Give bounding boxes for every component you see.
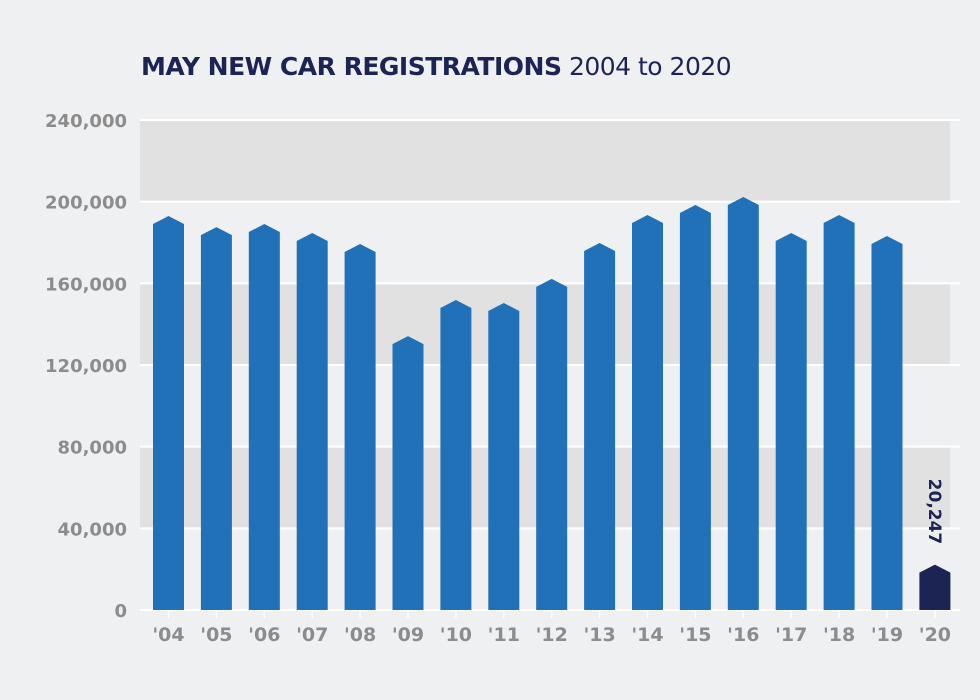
- x-tick-label: '20: [919, 624, 951, 646]
- x-tick-label: '05: [200, 624, 232, 646]
- chart-title-range: 2004 to 2020: [568, 52, 732, 81]
- x-tick-label: '15: [679, 624, 711, 646]
- bar: [871, 236, 903, 611]
- bar: [823, 215, 855, 611]
- x-tick-label: '10: [440, 624, 472, 646]
- bar: [536, 278, 568, 610]
- x-tick-label: '08: [344, 624, 376, 646]
- x-tick-label: '16: [727, 624, 759, 646]
- bar: [392, 336, 424, 610]
- chart-title: MAY NEW CAR REGISTRATIONS 2004 to 2020: [141, 52, 732, 81]
- background-band: [140, 120, 950, 202]
- bar: [584, 242, 616, 610]
- x-tick-label: '17: [775, 624, 807, 646]
- x-tick-label: '11: [488, 624, 520, 646]
- bar: [440, 299, 472, 610]
- x-tick-label: '19: [871, 624, 903, 646]
- chart-title-main: MAY NEW CAR REGISTRATIONS: [141, 52, 562, 81]
- bar: [344, 244, 376, 610]
- bar: [632, 215, 663, 611]
- y-axis: 0 40,000 80,000 120,000 160,000 200,000 240,00…: [45, 111, 127, 622]
- y-tick-label: 120,000: [45, 356, 127, 377]
- x-axis: '04 '05 '06 '07 '08 '09 '10 '11 '12 '13 '14 '15 '16 '…: [152, 611, 951, 646]
- x-tick-label: '14: [631, 624, 663, 646]
- y-tick-label: 0: [114, 601, 127, 622]
- x-tick-label: '06: [248, 624, 280, 646]
- bar: [919, 564, 951, 610]
- bar: [775, 232, 807, 611]
- y-tick-label: 160,000: [45, 274, 127, 295]
- y-tick-label: 240,000: [45, 111, 127, 132]
- bar: [488, 303, 520, 610]
- x-tick-label: '18: [823, 624, 855, 646]
- bar: [153, 216, 184, 610]
- bars: [153, 197, 951, 611]
- bar: [200, 227, 232, 611]
- x-tick-label: '09: [392, 624, 424, 646]
- y-tick-label: 80,000: [58, 438, 127, 459]
- bar: [679, 205, 711, 610]
- data-labels: 20,247: [924, 479, 944, 545]
- bar: [248, 224, 280, 611]
- x-tick-label: '12: [536, 624, 568, 646]
- x-tick-label: '04: [152, 624, 184, 646]
- x-tick-label: '07: [296, 624, 328, 646]
- bar: [296, 232, 328, 611]
- y-tick-label: 200,000: [45, 193, 127, 214]
- y-tick-label: 40,000: [58, 519, 127, 540]
- bar: [727, 197, 759, 610]
- data-label: 20,247: [924, 479, 944, 545]
- x-tick-label: '13: [583, 624, 615, 646]
